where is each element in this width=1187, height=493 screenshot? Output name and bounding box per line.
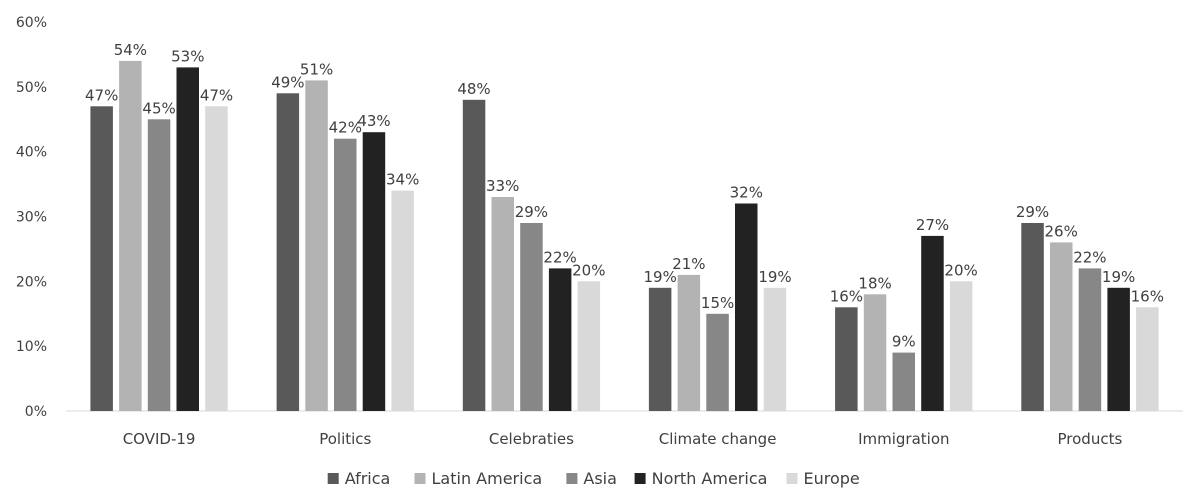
bar-north-america — [921, 235, 944, 411]
data-label: 47% — [85, 86, 118, 104]
bar-africa — [462, 99, 486, 412]
data-label: 48% — [457, 80, 490, 98]
data-label: 34% — [386, 171, 419, 189]
y-tick-label: 60% — [16, 15, 47, 31]
bar-europe — [949, 281, 973, 411]
legend: Africa Latin America Asia North America Euro… — [327, 469, 860, 488]
bar-latin-america — [305, 80, 328, 412]
legend-item-asia: Asia — [566, 469, 617, 488]
data-label: 49% — [271, 73, 304, 91]
y-tick-label: 40% — [16, 145, 47, 161]
legend-label: Europe — [804, 469, 860, 488]
data-label: 19% — [1102, 268, 1135, 286]
bar-latin-america — [863, 294, 887, 411]
bar-north-america — [362, 132, 386, 411]
data-label: 20% — [572, 261, 605, 279]
data-label: 47% — [200, 86, 233, 104]
data-label: 20% — [944, 261, 977, 279]
data-label: 16% — [1131, 287, 1164, 305]
legend-swatch — [414, 473, 426, 484]
data-label: 29% — [1016, 203, 1049, 221]
legend-label: Africa — [345, 469, 391, 488]
legend-item-north-america: North America — [634, 469, 768, 488]
data-labels: 47%54%45%53%47%49%51%42%43%34%48%33%29%2… — [85, 41, 1164, 351]
data-label: 9% — [892, 333, 916, 351]
bar-latin-america — [677, 274, 701, 411]
x-axis: COVID-19 Politics Celebraties Climate chang… — [123, 430, 1123, 448]
x-tick-label: Politics — [319, 430, 371, 448]
legend-label: North America — [652, 469, 768, 488]
legend-label: Latin America — [432, 469, 543, 488]
bar-europe — [763, 287, 787, 411]
bar-latin-america — [1050, 242, 1073, 411]
data-label: 22% — [543, 248, 576, 266]
data-label: 43% — [357, 112, 390, 130]
data-label: 29% — [515, 203, 548, 221]
bar-asia — [892, 352, 915, 411]
data-label: 18% — [858, 274, 891, 292]
x-tick-label: Celebraties — [489, 430, 574, 448]
data-label: 54% — [114, 41, 147, 59]
data-label: 53% — [171, 47, 204, 65]
bar-europe — [577, 281, 601, 411]
bar-north-america — [548, 268, 572, 411]
data-label: 21% — [672, 255, 705, 273]
y-axis: 0% 10% 20% 30% 40% 50% 60% — [16, 15, 47, 420]
data-label: 32% — [730, 184, 763, 202]
y-tick-label: 0% — [25, 404, 47, 420]
data-label: 51% — [300, 60, 333, 78]
data-label: 16% — [830, 287, 863, 305]
bar-latin-america — [491, 197, 514, 411]
data-label: 19% — [758, 268, 791, 286]
data-label: 42% — [329, 119, 362, 137]
data-label: 22% — [1073, 248, 1106, 266]
bar-africa — [276, 93, 300, 412]
legend-item-africa: Africa — [327, 469, 391, 488]
data-label: 45% — [142, 99, 175, 117]
x-tick-label: Immigration — [858, 430, 949, 448]
bar-asia — [147, 119, 171, 412]
bar-north-america — [176, 67, 199, 412]
bar-europe — [1136, 307, 1159, 411]
x-tick-label: COVID-19 — [123, 430, 196, 448]
y-tick-label: 10% — [16, 339, 47, 355]
x-tick-label: Climate change — [659, 430, 777, 448]
legend-swatch — [786, 473, 798, 484]
bar-latin-america — [119, 60, 142, 412]
bar-europe — [391, 190, 414, 411]
data-label: 33% — [486, 177, 519, 195]
legend-label: Asia — [583, 469, 617, 488]
y-tick-label: 50% — [16, 80, 47, 96]
y-tick-label: 20% — [16, 274, 47, 290]
bar-europe — [205, 106, 228, 412]
data-label: 27% — [916, 216, 949, 234]
bar-asia — [520, 223, 543, 411]
bar-asia — [706, 313, 729, 412]
data-label: 26% — [1045, 222, 1078, 240]
legend-swatch — [327, 473, 339, 484]
x-tick-label: Products — [1058, 430, 1123, 448]
bars — [90, 60, 1159, 412]
bar-africa — [648, 287, 672, 411]
data-label: 19% — [644, 268, 677, 286]
bar-africa — [1021, 223, 1044, 411]
bar-asia — [334, 138, 357, 411]
legend-swatch — [566, 473, 578, 484]
bar-africa — [90, 106, 113, 412]
legend-item-latin-america: Latin America — [414, 469, 543, 488]
legend-item-europe: Europe — [786, 469, 860, 488]
y-tick-label: 30% — [16, 210, 47, 226]
bar-africa — [835, 307, 858, 411]
bar-asia — [1078, 268, 1102, 411]
legend-swatch — [634, 473, 646, 484]
bar-north-america — [1107, 287, 1130, 411]
bar-north-america — [735, 203, 758, 411]
data-label: 15% — [701, 294, 734, 312]
